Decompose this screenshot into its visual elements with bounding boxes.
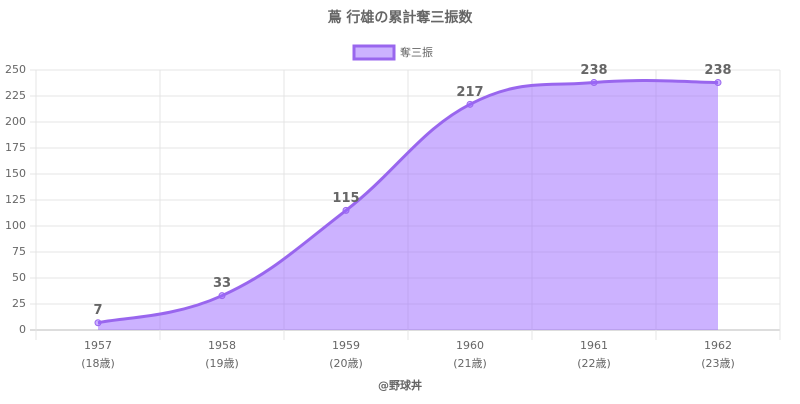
x-tick-label: 1962 bbox=[704, 339, 732, 352]
x-tick-sublabel: (22歳) bbox=[577, 357, 611, 370]
x-tick-label: 1957 bbox=[84, 339, 112, 352]
chart-title: 蔦 行雄の累計奪三振数 bbox=[328, 9, 474, 26]
x-tick-label: 1961 bbox=[580, 339, 608, 352]
x-tick-sublabel: (23歳) bbox=[701, 357, 735, 370]
point bbox=[466, 100, 474, 108]
data-label: 33 bbox=[213, 276, 231, 291]
point bbox=[94, 319, 102, 327]
point bbox=[342, 206, 350, 214]
footer: @野球丼 bbox=[378, 378, 422, 392]
y-tick-label: 175 bbox=[5, 141, 26, 154]
data-label: 238 bbox=[704, 63, 731, 78]
legend-swatch bbox=[352, 44, 396, 61]
y-tick-label: 25 bbox=[12, 297, 26, 310]
data-label: 238 bbox=[580, 63, 607, 78]
y-tick-label: 125 bbox=[5, 193, 26, 206]
data-label: 217 bbox=[456, 85, 483, 100]
x-tick-label: 1960 bbox=[456, 339, 484, 352]
y-tick-label: 250 bbox=[5, 63, 26, 76]
data-label: 115 bbox=[332, 191, 359, 206]
y-tick-label: 0 bbox=[19, 323, 26, 336]
point bbox=[714, 78, 722, 86]
legend-label: 奪三振 bbox=[400, 45, 433, 59]
x-tick-sublabel: (19歳) bbox=[205, 357, 239, 370]
area bbox=[98, 80, 718, 330]
x-tick-label: 1958 bbox=[208, 339, 236, 352]
point bbox=[218, 292, 226, 300]
y-tick-label: 50 bbox=[12, 271, 26, 284]
x-tick-sublabel: (18歳) bbox=[81, 357, 115, 370]
x-tick-sublabel: (20歳) bbox=[329, 357, 363, 370]
x-tick-label: 1959 bbox=[332, 339, 360, 352]
point bbox=[590, 78, 598, 86]
y-tick-label: 200 bbox=[5, 115, 26, 128]
data-label: 7 bbox=[93, 303, 102, 318]
y-tick-label: 75 bbox=[12, 245, 26, 258]
y-tick-label: 100 bbox=[5, 219, 26, 232]
line bbox=[97, 79, 719, 325]
y-tick-label: 225 bbox=[5, 89, 26, 102]
x-tick-sublabel: (21歳) bbox=[453, 357, 487, 370]
y-tick-label: 150 bbox=[5, 167, 26, 180]
